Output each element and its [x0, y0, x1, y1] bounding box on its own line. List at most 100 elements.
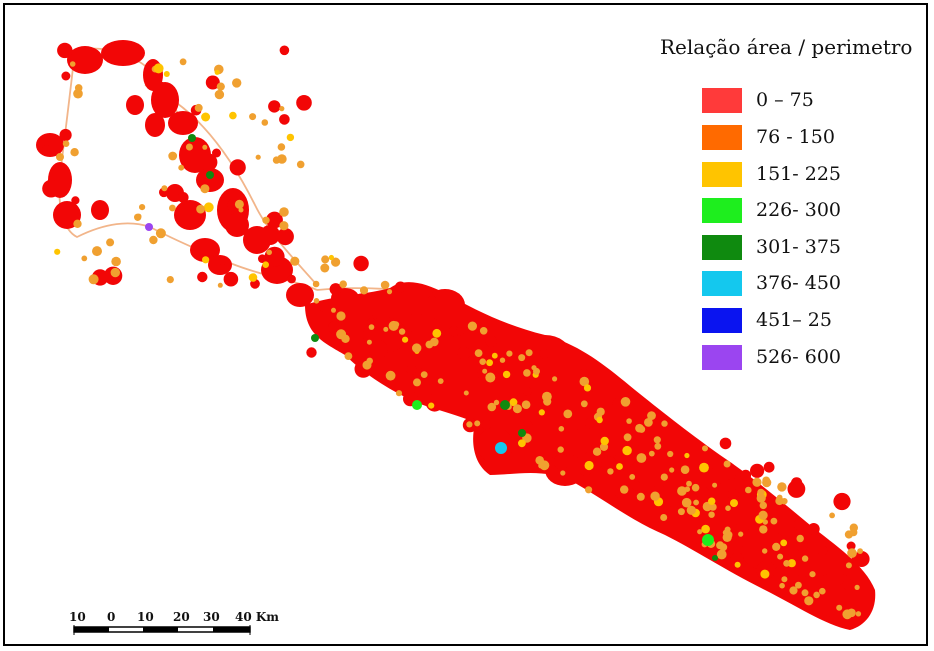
area-perimeter-dot — [592, 447, 602, 456]
land-patch — [763, 461, 775, 473]
area-perimeter-dot — [759, 525, 768, 534]
area-perimeter-dot — [166, 276, 174, 284]
scale-bar-graphic — [73, 625, 251, 635]
area-perimeter-dot — [558, 426, 565, 432]
area-perimeter-dot — [196, 204, 206, 214]
area-perimeter-dot — [677, 486, 687, 496]
land-patch — [833, 492, 851, 511]
legend-swatch — [702, 125, 742, 150]
land-patch — [553, 454, 570, 470]
area-perimeter-dot — [813, 591, 820, 599]
land-patch — [606, 433, 627, 454]
high-ratio-marker — [145, 223, 153, 231]
area-perimeter-dot — [804, 596, 814, 606]
area-perimeter-dot — [647, 411, 656, 420]
area-perimeter-dot — [847, 608, 856, 618]
area-perimeter-dot — [734, 561, 741, 568]
area-perimeter-dot — [249, 113, 257, 121]
area-perimeter-dot — [512, 404, 522, 414]
land-patch — [153, 81, 170, 98]
land-patch — [368, 339, 388, 359]
area-perimeter-dot — [502, 370, 511, 379]
area-perimeter-dot — [272, 156, 281, 164]
land-patch — [750, 463, 765, 478]
area-perimeter-dot — [238, 207, 244, 213]
area-perimeter-dot — [525, 349, 533, 357]
land-patch — [168, 111, 198, 135]
area-perimeter-dot — [697, 529, 703, 535]
legend-swatch — [702, 271, 742, 296]
area-perimeter-dot — [781, 576, 788, 583]
land-patch — [631, 481, 642, 491]
land-patch — [718, 461, 737, 481]
legend-swatch — [702, 308, 742, 333]
area-perimeter-dot — [161, 185, 168, 192]
area-perimeter-dot — [359, 286, 369, 295]
land-patch — [793, 519, 805, 531]
area-perimeter-dot — [725, 505, 731, 512]
area-perimeter-dot — [179, 58, 187, 66]
area-perimeter-dot — [432, 328, 442, 338]
legend-swatch — [702, 345, 742, 370]
legend-swatch — [702, 235, 742, 260]
area-perimeter-dot — [772, 542, 781, 552]
area-perimeter-dot — [279, 207, 289, 217]
area-perimeter-dot — [136, 213, 142, 219]
land-patch — [817, 545, 828, 556]
area-perimeter-dot — [653, 436, 661, 444]
land-patch — [287, 274, 296, 284]
area-perimeter-dot — [789, 586, 798, 595]
area-perimeter-dot — [660, 473, 668, 481]
land-patch — [539, 348, 550, 359]
area-perimeter-dot — [693, 499, 699, 506]
area-perimeter-dot — [200, 184, 210, 194]
area-perimeter-dot — [487, 402, 497, 412]
area-perimeter-dot — [73, 88, 83, 99]
legend-swatch — [702, 198, 742, 223]
legend-label: 526- 600 — [756, 346, 841, 368]
area-perimeter-dot — [69, 61, 76, 67]
area-perimeter-dot — [770, 517, 778, 525]
area-perimeter-dot — [368, 324, 375, 330]
area-perimeter-dot — [383, 326, 389, 332]
scale-bar-label: 30 — [203, 610, 220, 624]
area-perimeter-dot — [845, 562, 852, 569]
area-perimeter-dot — [691, 483, 700, 492]
land-patch — [67, 46, 103, 74]
area-perimeter-dot — [535, 456, 544, 465]
scale-bar-label: 40 Km — [235, 610, 280, 624]
area-perimeter-dot — [644, 418, 653, 427]
area-perimeter-dot — [686, 480, 692, 487]
area-perimeter-dot — [723, 460, 731, 468]
area-perimeter-dot — [596, 416, 603, 424]
land-patch — [174, 200, 206, 230]
land-patch — [522, 386, 532, 396]
area-perimeter-dot — [521, 400, 531, 410]
area-perimeter-dot — [169, 204, 176, 212]
area-perimeter-dot — [857, 548, 863, 554]
area-perimeter-dot — [339, 280, 348, 289]
area-perimeter-dot — [428, 402, 435, 409]
area-perimeter-dot — [279, 221, 289, 231]
area-perimeter-dot — [829, 512, 835, 519]
area-perimeter-dot — [762, 519, 768, 525]
land-patch — [807, 523, 820, 535]
area-perimeter-dot — [801, 589, 809, 597]
area-perimeter-dot — [661, 420, 668, 427]
land-patch — [223, 271, 239, 287]
land-patch — [57, 42, 73, 59]
land-patches — [36, 40, 876, 630]
land-patch — [406, 313, 427, 333]
area-perimeter-dot — [234, 199, 244, 209]
area-perimeter-dot — [584, 460, 594, 471]
scale-bar-label: 10 — [69, 610, 86, 624]
area-perimeter-dot — [203, 202, 214, 213]
road-line — [144, 84, 318, 286]
area-perimeter-dot — [660, 514, 668, 521]
area-perimeter-dot — [684, 486, 691, 493]
land-patch — [667, 505, 681, 520]
area-perimeter-dot — [149, 235, 158, 245]
area-perimeter-dot — [262, 261, 270, 269]
area-perimeter-dot — [623, 433, 632, 442]
area-perimeter-dot — [583, 384, 592, 392]
